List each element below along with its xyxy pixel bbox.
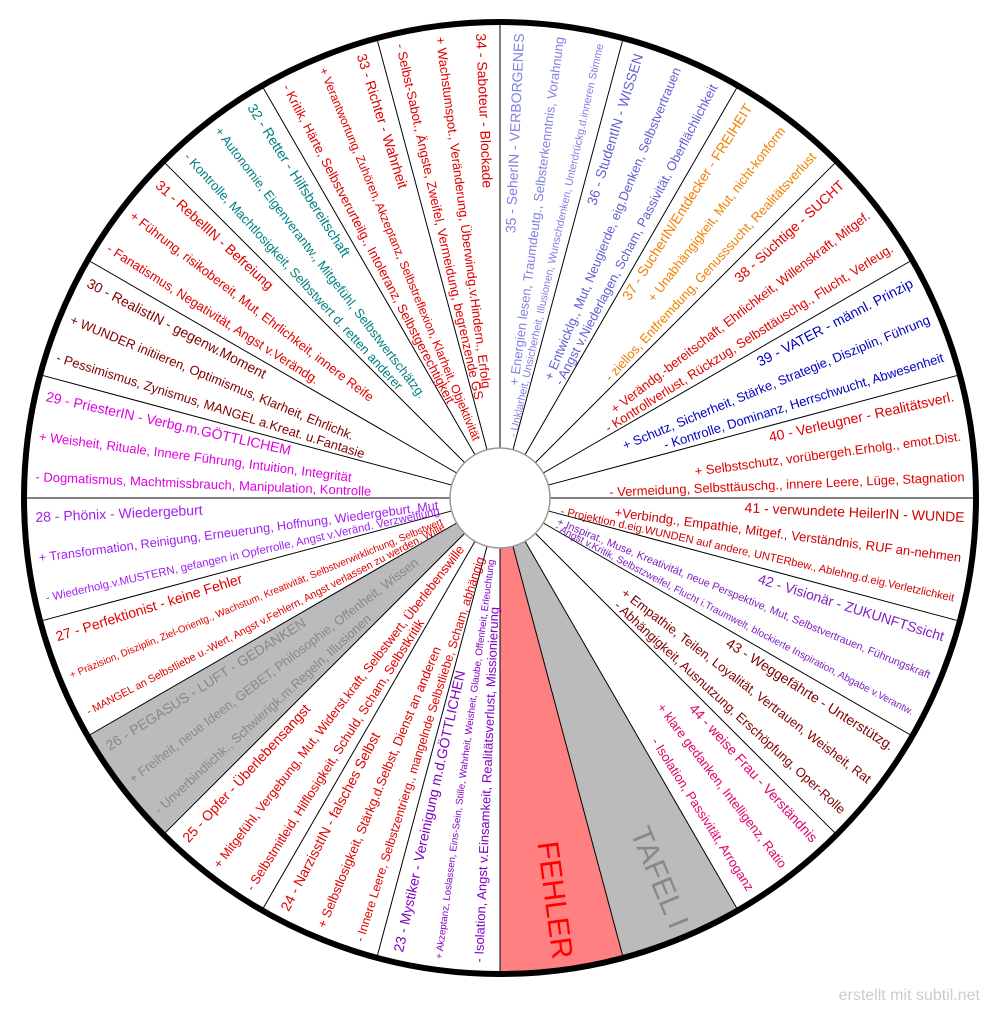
sector-fill <box>500 498 738 958</box>
sector-divider <box>40 510 452 622</box>
sector-divider <box>535 161 837 463</box>
footer: erstellt mit subtil.net <box>839 987 981 1004</box>
sector-divider <box>524 541 739 911</box>
sector-divider <box>524 85 739 455</box>
sector-divider <box>87 259 457 474</box>
sector-divider <box>535 533 837 835</box>
sector-divider <box>512 38 624 450</box>
sector-divider <box>543 259 913 474</box>
sector-fill <box>87 498 500 835</box>
sector-divider <box>376 546 488 958</box>
sector-divider <box>548 374 960 486</box>
sector-divider <box>548 510 960 622</box>
sector-divider <box>543 522 913 737</box>
sector-divider <box>163 533 465 835</box>
wheel-hub <box>449 447 551 549</box>
sector-divider <box>261 541 476 911</box>
sector-divider <box>163 161 465 463</box>
wheel-rim <box>21 19 979 977</box>
sector-divider <box>376 38 488 450</box>
sector-title: 34 - Saboteur - Blockade <box>473 33 496 189</box>
sector-divider <box>261 85 476 455</box>
sector-divider <box>512 546 624 958</box>
sector-title: 28 - Phönix - Wiedergeburt <box>35 502 203 525</box>
sector-divider <box>40 374 452 486</box>
sector-divider <box>87 522 457 737</box>
sector-fill <box>500 498 624 974</box>
